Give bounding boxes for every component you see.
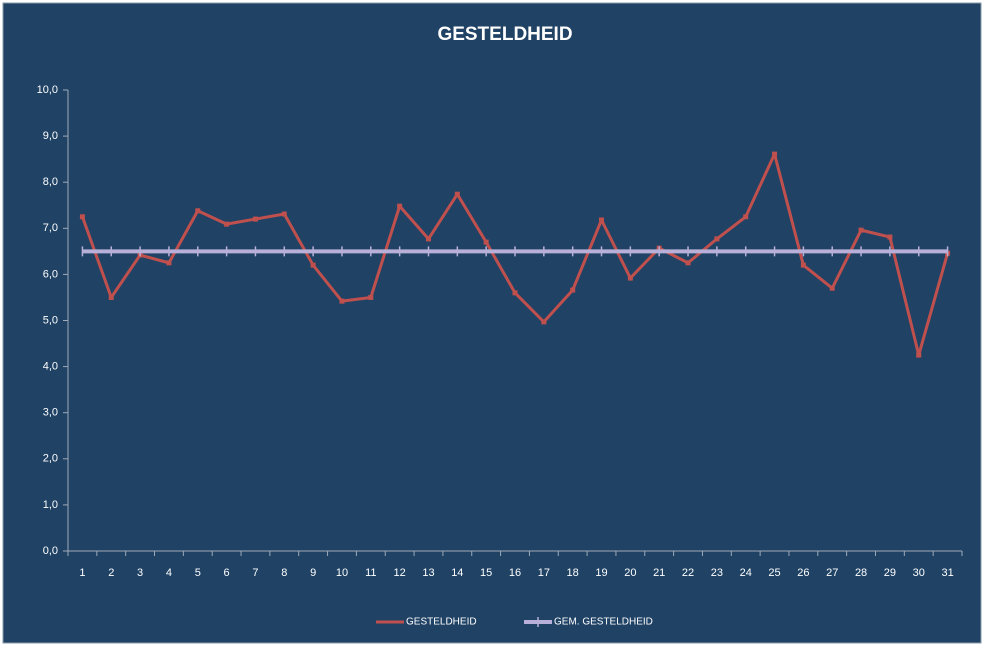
- x-tick-label: 1: [79, 567, 85, 579]
- x-tick-label: 21: [653, 567, 665, 579]
- x-tick-label: 6: [224, 567, 230, 579]
- x-tick-label: 17: [538, 567, 550, 579]
- marker: [224, 221, 230, 227]
- x-tick-label: 12: [394, 567, 406, 579]
- y-tick-label: 1,0: [43, 499, 58, 511]
- marker: [483, 239, 489, 245]
- x-tick-label: 15: [480, 567, 492, 579]
- marker: [916, 352, 922, 358]
- y-tick-label: 4,0: [43, 361, 58, 373]
- x-tick-label: 24: [740, 567, 752, 579]
- y-tick-label: 7,0: [43, 222, 58, 234]
- x-tick-label: 11: [365, 567, 376, 579]
- marker: [599, 217, 605, 223]
- marker: [829, 285, 835, 291]
- y-tick-label: 8,0: [43, 176, 58, 188]
- x-tick-label: 13: [422, 567, 434, 579]
- x-tick-label: 27: [826, 567, 838, 579]
- x-tick-label: 28: [855, 567, 867, 579]
- marker: [166, 260, 172, 266]
- x-tick-label: 25: [768, 567, 780, 579]
- y-tick-label: 2,0: [43, 453, 58, 465]
- marker: [714, 236, 720, 242]
- y-tick-label: 0,0: [43, 545, 58, 557]
- legend-label: GEM. GESTELDHEID: [554, 617, 653, 628]
- marker: [743, 214, 749, 220]
- y-tick-label: 9,0: [43, 130, 58, 142]
- x-tick-label: 2: [108, 567, 114, 579]
- marker: [800, 262, 806, 268]
- marker: [281, 211, 287, 217]
- y-tick-label: 3,0: [43, 407, 58, 419]
- marker: [512, 290, 518, 296]
- x-tick-label: 5: [195, 567, 201, 579]
- x-tick-label: 20: [624, 567, 636, 579]
- marker: [425, 236, 431, 242]
- y-tick-label: 6,0: [43, 268, 58, 280]
- x-tick-label: 14: [451, 567, 463, 579]
- marker: [627, 275, 633, 281]
- marker: [858, 227, 864, 233]
- x-tick-label: 4: [166, 567, 172, 579]
- marker: [79, 214, 85, 220]
- x-tick-label: 19: [595, 567, 607, 579]
- chart-title: GESTELDHEID: [437, 24, 572, 45]
- x-tick-label: 29: [884, 567, 896, 579]
- x-tick-label: 3: [137, 567, 143, 579]
- marker: [887, 234, 893, 240]
- x-tick-label: 10: [336, 567, 348, 579]
- x-tick-label: 26: [797, 567, 809, 579]
- marker: [195, 208, 201, 214]
- y-tick-label: 10,0: [37, 84, 58, 96]
- x-tick-label: 22: [682, 567, 694, 579]
- marker: [339, 298, 345, 304]
- marker: [685, 260, 691, 266]
- marker: [454, 191, 460, 197]
- marker: [368, 294, 374, 300]
- marker: [541, 319, 547, 325]
- chart-background: [2, 2, 982, 644]
- y-tick-label: 5,0: [43, 314, 58, 326]
- marker: [397, 203, 403, 209]
- marker: [310, 262, 316, 268]
- x-tick-label: 9: [310, 567, 316, 579]
- x-tick-label: 23: [711, 567, 723, 579]
- x-tick-label: 16: [509, 567, 521, 579]
- x-tick-label: 31: [941, 567, 953, 579]
- x-tick-label: 7: [252, 567, 258, 579]
- x-tick-label: 8: [281, 567, 287, 579]
- x-tick-label: 18: [567, 567, 579, 579]
- x-tick-label: 30: [913, 567, 925, 579]
- marker: [108, 294, 114, 300]
- marker: [252, 216, 258, 222]
- legend-label: GESTELDHEID: [406, 617, 477, 628]
- marker: [772, 151, 778, 157]
- marker: [570, 287, 576, 293]
